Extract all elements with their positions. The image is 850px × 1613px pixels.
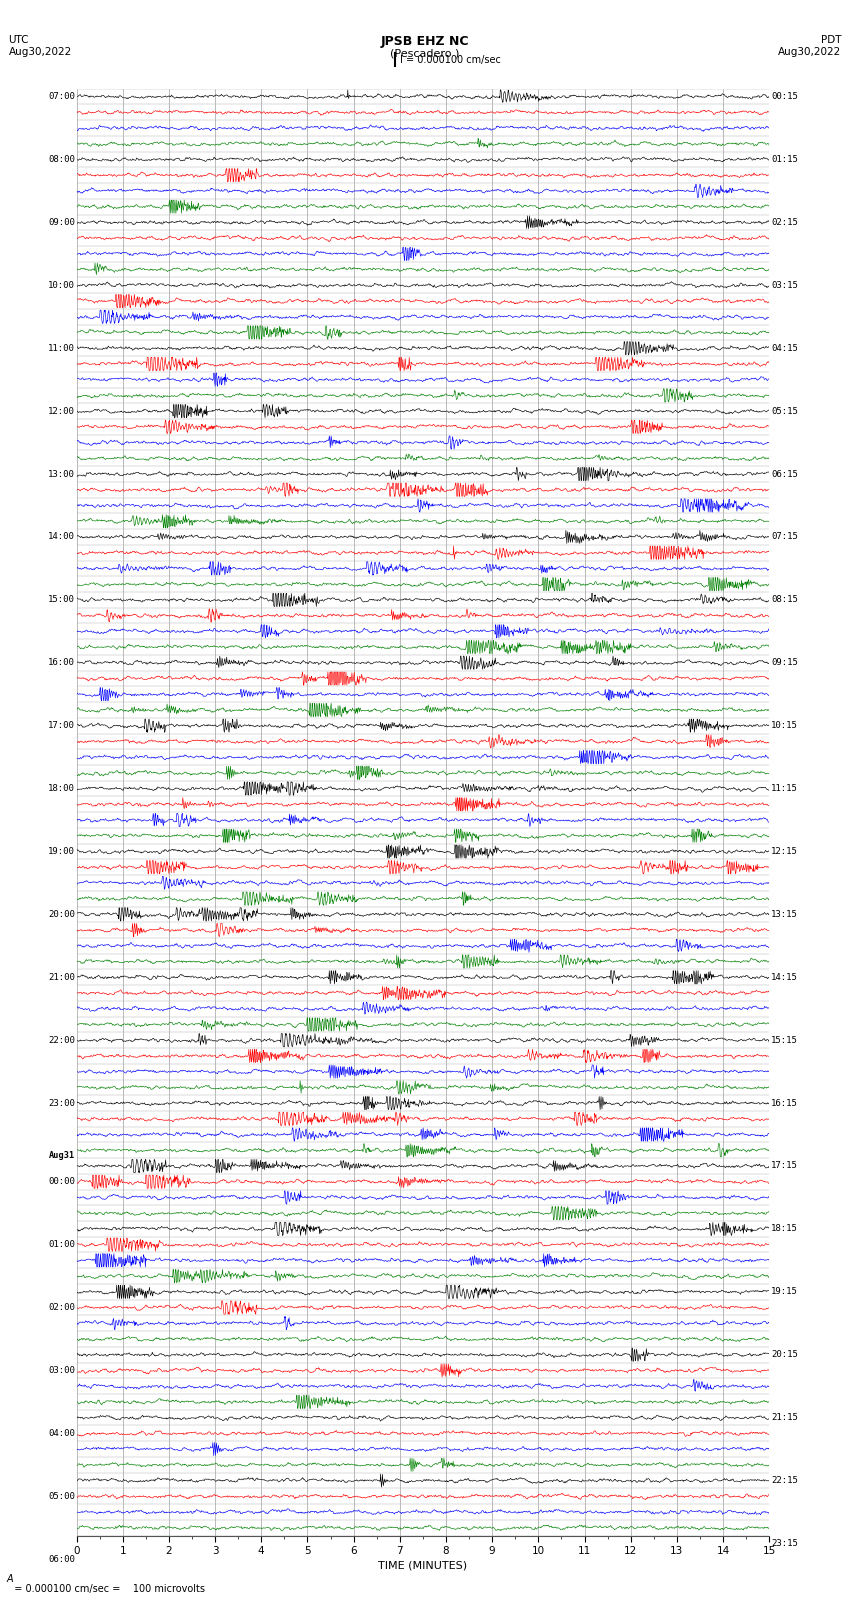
X-axis label: TIME (MINUTES): TIME (MINUTES) (378, 1560, 468, 1569)
Text: 23:00: 23:00 (48, 1098, 75, 1108)
Text: 04:15: 04:15 (771, 344, 798, 353)
Text: 23:15: 23:15 (771, 1539, 798, 1548)
Text: 17:00: 17:00 (48, 721, 75, 731)
Text: (Pescadero ): (Pescadero ) (390, 48, 460, 58)
Text: 15:15: 15:15 (771, 1036, 798, 1045)
Text: Aug31: Aug31 (48, 1152, 75, 1160)
Text: 08:15: 08:15 (771, 595, 798, 605)
Text: 01:00: 01:00 (48, 1240, 75, 1248)
Text: 00:15: 00:15 (771, 92, 798, 102)
Text: 21:00: 21:00 (48, 973, 75, 982)
Text: 09:00: 09:00 (48, 218, 75, 227)
Text: 08:00: 08:00 (48, 155, 75, 165)
Text: 18:00: 18:00 (48, 784, 75, 794)
Text: 06:15: 06:15 (771, 469, 798, 479)
Text: 05:00: 05:00 (48, 1492, 75, 1500)
Text: 03:15: 03:15 (771, 281, 798, 290)
Text: I = 0.000100 cm/sec: I = 0.000100 cm/sec (400, 55, 501, 65)
Text: 12:00: 12:00 (48, 406, 75, 416)
Text: JPSB EHZ NC: JPSB EHZ NC (381, 35, 469, 48)
Text: 19:15: 19:15 (771, 1287, 798, 1297)
Text: 17:15: 17:15 (771, 1161, 798, 1171)
Text: 05:15: 05:15 (771, 406, 798, 416)
Text: Aug30,2022: Aug30,2022 (779, 47, 842, 56)
Text: 07:00: 07:00 (48, 92, 75, 102)
Text: 21:15: 21:15 (771, 1413, 798, 1423)
Text: 22:15: 22:15 (771, 1476, 798, 1486)
Text: 16:00: 16:00 (48, 658, 75, 668)
Text: 11:15: 11:15 (771, 784, 798, 794)
Text: 09:15: 09:15 (771, 658, 798, 668)
Text: 02:15: 02:15 (771, 218, 798, 227)
Text: 00:00: 00:00 (48, 1177, 75, 1186)
Text: 02:00: 02:00 (48, 1303, 75, 1311)
Text: PDT: PDT (821, 35, 842, 45)
Text: 03:00: 03:00 (48, 1366, 75, 1374)
Text: 15:00: 15:00 (48, 595, 75, 605)
Text: = 0.000100 cm/sec =    100 microvolts: = 0.000100 cm/sec = 100 microvolts (8, 1584, 206, 1594)
Text: 22:00: 22:00 (48, 1036, 75, 1045)
Text: 10:00: 10:00 (48, 281, 75, 290)
Text: 04:00: 04:00 (48, 1429, 75, 1437)
Text: 01:15: 01:15 (771, 155, 798, 165)
Text: 11:00: 11:00 (48, 344, 75, 353)
Text: 19:00: 19:00 (48, 847, 75, 857)
Text: 18:15: 18:15 (771, 1224, 798, 1234)
Text: 10:15: 10:15 (771, 721, 798, 731)
Text: 14:00: 14:00 (48, 532, 75, 542)
Text: 14:15: 14:15 (771, 973, 798, 982)
Text: 16:15: 16:15 (771, 1098, 798, 1108)
Text: Aug30,2022: Aug30,2022 (8, 47, 71, 56)
Text: 06:00: 06:00 (48, 1555, 75, 1563)
Text: 07:15: 07:15 (771, 532, 798, 542)
Text: 20:15: 20:15 (771, 1350, 798, 1360)
Text: 12:15: 12:15 (771, 847, 798, 857)
Text: 13:15: 13:15 (771, 910, 798, 919)
Text: 20:00: 20:00 (48, 910, 75, 919)
Text: 13:00: 13:00 (48, 469, 75, 479)
Text: UTC: UTC (8, 35, 29, 45)
Text: A: A (7, 1574, 14, 1584)
